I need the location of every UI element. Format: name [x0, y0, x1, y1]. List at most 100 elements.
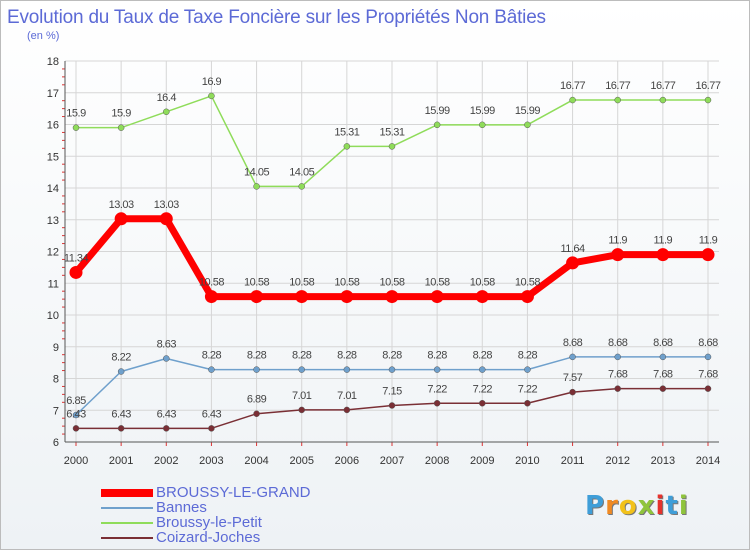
data-label-bannes: 8.68 [653, 337, 673, 349]
data-point-broussy-le-petit [569, 96, 576, 104]
x-tick-label: 2010 [515, 455, 539, 467]
data-label-broussy-le-petit: 15.99 [470, 105, 495, 117]
data-point-broussy-le-grand [295, 290, 309, 304]
x-tick-label: 2005 [289, 455, 313, 467]
data-label-broussy-le-grand: 10.58 [425, 277, 450, 289]
data-point-bannes [388, 366, 396, 373]
data-point-bannes [208, 366, 215, 373]
y-tick-label: 18 [47, 56, 59, 68]
unit-label: (en %) [27, 30, 60, 42]
data-label-coizard-joches: 6.43 [66, 408, 86, 420]
x-tick-label: 2014 [696, 455, 720, 467]
data-label-coizard-joches: 7.68 [608, 369, 628, 381]
x-tick-label: 2008 [425, 455, 449, 467]
data-point-bannes [614, 353, 621, 361]
data-point-broussy-le-grand [204, 290, 218, 304]
data-point-bannes [659, 353, 667, 361]
data-label-bannes: 8.28 [247, 350, 267, 362]
data-label-broussy-le-grand: 11.9 [608, 235, 627, 247]
data-label-broussy-le-petit: 16.77 [695, 80, 720, 92]
data-point-bannes [704, 353, 712, 361]
data-label-broussy-le-petit: 16.77 [560, 80, 585, 92]
y-tick-label: 8 [53, 374, 59, 386]
data-label-broussy-le-grand: 13.03 [154, 199, 179, 211]
x-tick-label: 2013 [651, 455, 675, 467]
data-label-broussy-le-grand: 10.58 [199, 277, 224, 289]
legend-label: Bannes [156, 499, 207, 516]
data-point-bannes [163, 355, 170, 362]
data-label-bannes: 8.28 [382, 350, 402, 362]
y-tick-label: 12 [47, 247, 59, 259]
y-tick-label: 15 [47, 151, 59, 163]
data-label-bannes: 8.28 [337, 350, 357, 362]
data-label-bannes: 8.63 [157, 338, 177, 350]
data-label-broussy-le-petit: 15.9 [111, 108, 131, 120]
data-point-broussy-le-petit [298, 183, 305, 190]
data-point-coizard-joches [343, 406, 351, 414]
data-point-broussy-le-grand [520, 290, 534, 304]
data-point-broussy-le-petit [388, 143, 396, 150]
legend-swatch [101, 522, 153, 524]
x-tick-label: 2002 [154, 455, 178, 467]
data-point-bannes [72, 411, 80, 419]
data-label-coizard-joches: 7.68 [698, 369, 718, 381]
data-point-bannes [524, 366, 531, 373]
data-label-broussy-le-petit: 15.99 [425, 105, 450, 117]
data-point-broussy-le-grand [611, 248, 625, 262]
data-label-coizard-joches: 6.89 [247, 394, 267, 406]
data-label-broussy-le-petit: 15.99 [515, 105, 540, 117]
data-label-broussy-le-petit: 16.9 [202, 76, 222, 88]
legend-swatch [101, 507, 153, 509]
legend-label: BROUSSY-LE-GRAND [156, 484, 311, 501]
data-point-broussy-le-grand [114, 212, 128, 226]
logo-letter: P [585, 491, 606, 521]
legend-swatch [101, 489, 153, 497]
data-label-broussy-le-grand: 11.9 [699, 235, 718, 247]
legend-label: Broussy-le-Petit [156, 514, 262, 531]
data-point-broussy-le-grand [430, 290, 444, 304]
data-point-broussy-le-grand [475, 290, 489, 304]
data-label-bannes: 8.68 [608, 337, 628, 349]
data-point-broussy-le-grand [701, 248, 715, 262]
data-point-coizard-joches [72, 425, 80, 432]
data-point-coizard-joches [433, 400, 441, 407]
data-point-bannes [343, 366, 351, 373]
data-point-broussy-le-petit [163, 108, 170, 116]
data-point-broussy-le-petit [208, 92, 215, 100]
data-label-bannes: 8.28 [202, 350, 222, 362]
data-label-coizard-joches: 6.43 [202, 408, 222, 420]
data-label-broussy-le-grand: 10.58 [289, 277, 314, 289]
data-label-broussy-le-petit: 15.9 [66, 108, 86, 120]
proxiti-logo: Proxiti [585, 491, 689, 521]
data-label-broussy-le-petit: 15.31 [379, 126, 404, 138]
logo-letter: i [678, 491, 689, 521]
data-point-coizard-joches [388, 402, 396, 409]
data-label-broussy-le-grand: 11.9 [654, 235, 673, 247]
data-label-bannes: 8.28 [473, 350, 493, 362]
data-label-coizard-joches: 7.15 [382, 385, 402, 397]
data-label-broussy-le-grand: 11.34 [64, 252, 89, 264]
data-label-broussy-le-petit: 14.05 [289, 166, 314, 178]
data-label-coizard-joches: 7.22 [427, 383, 447, 395]
data-point-broussy-le-grand [656, 248, 670, 262]
chart-title: Evolution du Taux de Taxe Foncière sur l… [7, 7, 546, 28]
data-point-broussy-le-petit [614, 96, 621, 104]
x-tick-label: 2000 [64, 455, 88, 467]
data-point-coizard-joches [208, 425, 215, 432]
x-tick-label: 2003 [199, 455, 223, 467]
x-tick-label: 2001 [109, 455, 133, 467]
data-label-broussy-le-petit: 16.4 [157, 92, 177, 104]
data-point-broussy-le-grand [340, 290, 354, 304]
data-point-broussy-le-petit [479, 121, 486, 129]
y-tick-label: 10 [47, 310, 59, 322]
data-label-bannes: 8.22 [111, 352, 131, 364]
data-label-bannes: 8.68 [563, 337, 583, 349]
data-point-bannes [253, 366, 260, 373]
data-point-coizard-joches [569, 388, 576, 396]
logo-letter: o [618, 491, 638, 521]
data-point-broussy-le-petit [659, 96, 667, 104]
data-point-broussy-le-petit [704, 96, 712, 104]
logo-letter: r [605, 491, 619, 521]
data-point-coizard-joches [704, 385, 712, 392]
